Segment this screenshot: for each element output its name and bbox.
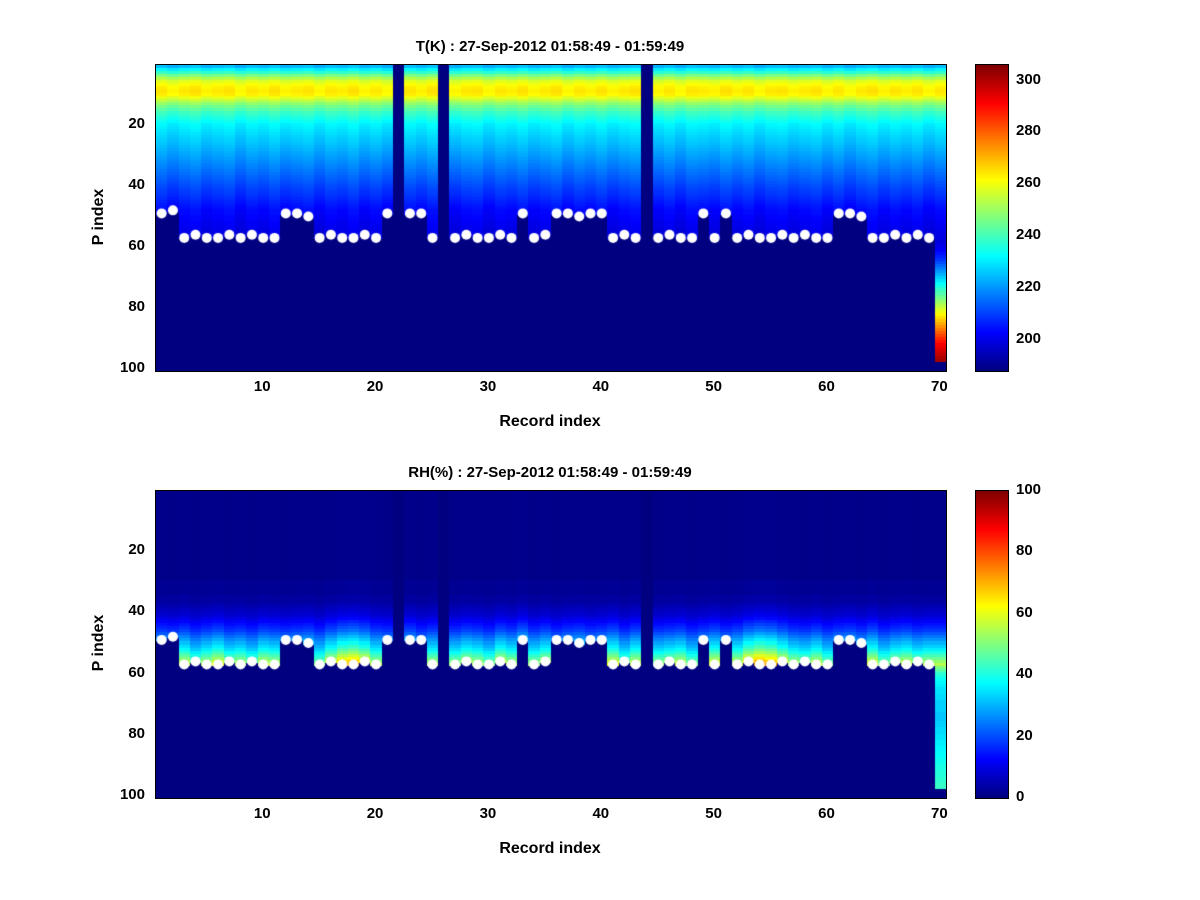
temperature-heatmap-canvas bbox=[156, 65, 946, 371]
colorbar-tick-label: 0 bbox=[1016, 788, 1025, 805]
temperature-heatmap bbox=[155, 64, 947, 372]
humidity-colorbar bbox=[975, 490, 1009, 799]
colorbar-tick-label: 260 bbox=[1016, 174, 1042, 192]
x-tick-label: 10 bbox=[253, 378, 271, 395]
colorbar-tick-label: 200 bbox=[1016, 329, 1042, 347]
x-tick-label: 70 bbox=[931, 378, 948, 395]
x-tick-label: 70 bbox=[931, 805, 948, 822]
temperature-colorbar-canvas bbox=[976, 65, 1008, 371]
x-tick-label: 10 bbox=[253, 805, 271, 822]
x-tick-label: 50 bbox=[705, 805, 722, 822]
x-tick-label: 40 bbox=[592, 805, 610, 822]
x-tick-label: 60 bbox=[818, 805, 835, 822]
y-tick-label: 60 bbox=[128, 663, 145, 681]
y-tick-label: 100 bbox=[119, 359, 145, 377]
humidity-heatmap bbox=[155, 490, 947, 799]
y-tick-label: 40 bbox=[128, 175, 145, 193]
x-tick-label: 20 bbox=[366, 805, 384, 822]
colorbar-tick-label: 20 bbox=[1016, 726, 1033, 744]
colorbar-tick-label: 220 bbox=[1016, 278, 1042, 296]
x-tick-label: 20 bbox=[366, 378, 384, 395]
temperature-colorbar bbox=[975, 64, 1009, 372]
y-tick-label: 80 bbox=[128, 298, 145, 316]
temperature-plot-title: T(K) : 27-Sep-2012 01:58:49 - 01:59:49 bbox=[415, 38, 685, 55]
colorbar-tick-label: 240 bbox=[1016, 226, 1042, 244]
colorbar-tick-label: 40 bbox=[1016, 665, 1033, 683]
colorbar-tick-label: 280 bbox=[1016, 122, 1042, 140]
y-tick-label: 20 bbox=[128, 114, 145, 132]
y-tick-label: 80 bbox=[128, 725, 145, 743]
colorbar-tick-label: 100 bbox=[1016, 481, 1042, 498]
colorbar-tick-label: 300 bbox=[1016, 70, 1042, 88]
y-tick-label: 40 bbox=[128, 602, 145, 620]
humidity-colorbar-canvas bbox=[976, 491, 1008, 798]
x-tick-label: 50 bbox=[705, 378, 722, 395]
y-tick-label: 20 bbox=[128, 540, 145, 558]
y-tick-label: 100 bbox=[119, 786, 145, 804]
x-tick-label: 60 bbox=[818, 378, 835, 395]
x-tick-label: 40 bbox=[592, 378, 610, 395]
humidity-xlabel: Record index bbox=[499, 840, 601, 857]
humidity-plot-title: RH(%) : 27-Sep-2012 01:58:49 - 01:59:49 bbox=[408, 464, 692, 481]
colorbar-tick-label: 80 bbox=[1016, 542, 1033, 560]
humidity-heatmap-canvas bbox=[156, 491, 946, 798]
x-tick-label: 30 bbox=[479, 378, 497, 395]
x-tick-label: 30 bbox=[479, 805, 497, 822]
y-tick-label: 60 bbox=[128, 237, 145, 255]
temperature-xlabel: Record index bbox=[499, 413, 601, 430]
colorbar-tick-label: 60 bbox=[1016, 603, 1033, 621]
